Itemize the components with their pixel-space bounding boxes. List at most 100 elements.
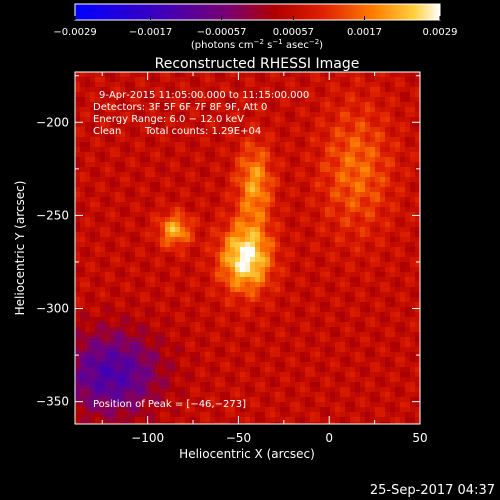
heatmap-cell	[365, 87, 371, 93]
heatmap-cell	[395, 142, 401, 148]
heatmap-cell	[75, 212, 81, 218]
heatmap-cell	[395, 312, 401, 318]
heatmap-cell	[90, 352, 96, 358]
heatmap-cell	[355, 382, 361, 388]
heatmap-cell	[80, 82, 86, 88]
heatmap-cell	[215, 367, 221, 373]
heatmap-cell	[180, 117, 186, 123]
heatmap-cell	[85, 377, 91, 383]
heatmap-cell	[415, 192, 420, 198]
heatmap-cell	[415, 112, 420, 118]
heatmap-cell	[370, 117, 376, 123]
heatmap-cell	[365, 202, 371, 208]
heatmap-cell	[290, 397, 296, 403]
heatmap-cell	[280, 267, 286, 273]
heatmap-cell	[165, 142, 171, 148]
heatmap-cell	[165, 97, 171, 103]
heatmap-cell	[200, 252, 206, 258]
heatmap-cell	[270, 387, 276, 393]
heatmap-cell	[80, 357, 86, 363]
heatmap-cell	[305, 147, 311, 153]
heatmap-cell	[310, 362, 316, 368]
heatmap-cell	[360, 132, 366, 138]
heatmap-cell	[115, 112, 121, 118]
heatmap-cell	[165, 122, 171, 128]
heatmap-cell	[410, 367, 416, 373]
heatmap-cell	[235, 127, 241, 133]
heatmap-cell	[260, 302, 266, 308]
heatmap-cell	[135, 182, 141, 188]
heatmap-cell	[215, 277, 221, 283]
heatmap-cell	[200, 202, 206, 208]
heatmap-cell	[405, 312, 411, 318]
heatmap-cell	[115, 327, 121, 333]
heatmap-cell	[255, 332, 261, 338]
heatmap-cell	[200, 282, 206, 288]
heatmap-cell	[340, 307, 346, 313]
heatmap-cell	[395, 252, 401, 258]
heatmap-cell	[205, 382, 211, 388]
heatmap-cell	[140, 207, 146, 213]
heatmap-cell	[165, 162, 171, 168]
heatmap-cell	[255, 107, 261, 113]
heatmap-cell	[275, 157, 281, 163]
heatmap-cell	[300, 322, 306, 328]
heatmap-cell	[135, 117, 141, 123]
heatmap-cell	[335, 212, 341, 218]
heatmap-cell	[390, 112, 396, 118]
heatmap-cell	[250, 82, 256, 88]
heatmap-cell	[170, 277, 176, 283]
heatmap-cell	[340, 397, 346, 403]
heatmap-cell	[170, 217, 176, 223]
heatmap-cell	[230, 402, 236, 408]
heatmap-cell	[310, 237, 316, 243]
heatmap-cell	[260, 272, 266, 278]
heatmap-cell	[390, 147, 396, 153]
heatmap-cell	[160, 347, 166, 353]
heatmap-cell	[415, 302, 420, 308]
heatmap-cell	[400, 162, 406, 168]
heatmap-cell	[80, 197, 86, 203]
heatmap-cell	[360, 277, 366, 283]
heatmap-cell	[180, 382, 186, 388]
heatmap-cell	[220, 407, 226, 413]
heatmap-cell	[360, 347, 366, 353]
heatmap-cell	[235, 357, 241, 363]
heatmap-cell	[120, 147, 126, 153]
heatmap-cell	[380, 282, 386, 288]
heatmap-cell	[315, 72, 321, 78]
heatmap-cell	[215, 172, 221, 178]
heatmap-cell	[170, 147, 176, 153]
heatmap-cell	[325, 312, 331, 318]
heatmap-cell	[140, 412, 146, 418]
heatmap-cell	[410, 422, 416, 424]
heatmap-cell	[240, 397, 246, 403]
heatmap-cell	[160, 317, 166, 323]
heatmap-cell	[370, 247, 376, 253]
heatmap-cell	[170, 102, 176, 108]
heatmap-cell	[210, 207, 216, 213]
heatmap-cell	[200, 302, 206, 308]
heatmap-cell	[225, 212, 231, 218]
heatmap-cell	[215, 392, 221, 398]
heatmap-cell	[365, 277, 371, 283]
heatmap-cell	[320, 237, 326, 243]
heatmap-cell	[200, 117, 206, 123]
heatmap-cell	[250, 112, 256, 118]
heatmap-cell	[165, 302, 171, 308]
heatmap-cell	[360, 292, 366, 298]
heatmap-cell	[360, 307, 366, 313]
heatmap-cell	[320, 242, 326, 248]
heatmap-cell	[80, 167, 86, 173]
heatmap-cell	[175, 417, 181, 423]
heatmap-cell	[275, 377, 281, 383]
heatmap-cell	[385, 387, 391, 393]
heatmap-cell	[340, 272, 346, 278]
heatmap-cell	[150, 107, 156, 113]
heatmap-cell	[85, 312, 91, 318]
heatmap-cell	[150, 267, 156, 273]
heatmap-cell	[370, 367, 376, 373]
heatmap-cell	[365, 322, 371, 328]
heatmap-cell	[95, 287, 101, 293]
heatmap-cell	[230, 297, 236, 303]
